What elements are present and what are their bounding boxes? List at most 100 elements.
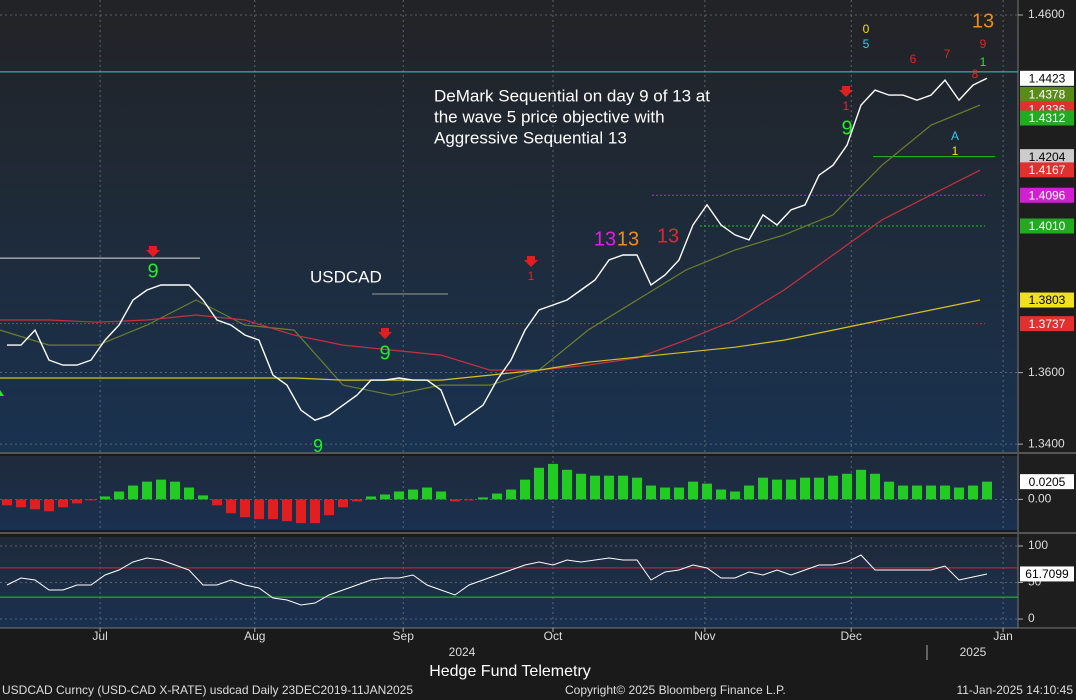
year-label: 2025 bbox=[960, 645, 987, 659]
histogram-bar bbox=[855, 469, 866, 500]
td-count: 13 bbox=[657, 225, 679, 247]
series-line bbox=[0, 104, 981, 396]
value-box-label: 1.4010 bbox=[1029, 219, 1066, 233]
histogram-bar bbox=[435, 491, 446, 500]
value-box bbox=[1020, 70, 1074, 86]
histogram-bar bbox=[71, 499, 82, 504]
histogram-bar bbox=[449, 499, 460, 502]
histogram-bar bbox=[225, 499, 236, 514]
histogram-bar bbox=[519, 479, 530, 500]
histogram-bar bbox=[365, 496, 376, 500]
histogram-bar bbox=[197, 495, 208, 500]
histogram-bar bbox=[953, 487, 964, 500]
histogram-bar bbox=[603, 475, 614, 500]
histogram-bar bbox=[211, 499, 222, 506]
histogram-bar bbox=[463, 499, 474, 501]
histogram-bar bbox=[169, 481, 180, 500]
x-tick-label: Nov bbox=[694, 629, 715, 643]
td-count: 9 bbox=[147, 260, 158, 282]
value-box bbox=[1020, 162, 1074, 178]
buy-arrow bbox=[0, 390, 4, 396]
sell-arrow bbox=[378, 328, 392, 339]
year-label: 2024 bbox=[449, 645, 476, 659]
arrows bbox=[0, 86, 853, 396]
histogram-bar bbox=[533, 467, 544, 500]
histogram-bar bbox=[897, 485, 908, 500]
histogram-bar bbox=[687, 481, 698, 500]
value-box bbox=[1020, 316, 1074, 332]
td-count: 13 bbox=[617, 228, 639, 250]
value-box bbox=[1020, 474, 1074, 490]
histogram-bar bbox=[575, 473, 586, 500]
value-box bbox=[1020, 187, 1074, 203]
histogram-bar bbox=[491, 493, 502, 500]
value-box-label: 61.7099 bbox=[1025, 567, 1069, 581]
histogram-bar bbox=[939, 485, 950, 500]
instrument-label: USDCAD bbox=[310, 267, 382, 286]
histogram-bar bbox=[883, 481, 894, 500]
histogram-bar bbox=[351, 499, 362, 502]
x-tick-label: Oct bbox=[544, 629, 563, 643]
x-tick-label: Aug bbox=[244, 629, 265, 643]
series-line bbox=[0, 169, 981, 371]
histogram-bar bbox=[99, 496, 110, 500]
histogram-bar bbox=[785, 479, 796, 500]
histogram-bar bbox=[561, 469, 572, 500]
histogram-bar bbox=[295, 499, 306, 524]
histogram-bar bbox=[925, 485, 936, 500]
x-tick-label: Jul bbox=[92, 629, 107, 643]
histogram-bar bbox=[659, 487, 670, 500]
histogram-bar bbox=[743, 485, 754, 500]
y-tick-label: 100 bbox=[1028, 538, 1048, 552]
histogram-bar bbox=[127, 485, 138, 500]
histogram-bar bbox=[393, 491, 404, 500]
value-box bbox=[1020, 218, 1074, 234]
histogram-bar bbox=[239, 499, 250, 518]
histogram-bar bbox=[729, 491, 740, 500]
histogram-bar bbox=[29, 499, 40, 510]
value-box-label: 1.4378 bbox=[1029, 88, 1066, 102]
annotation: DeMark Sequential on day 9 of 13 at bbox=[434, 86, 710, 105]
histogram-bar bbox=[155, 479, 166, 500]
td-count: 1 bbox=[952, 144, 959, 158]
td-count: 8 bbox=[972, 67, 979, 81]
annotation: the wave 5 price objective with bbox=[434, 107, 665, 126]
histogram-bar bbox=[407, 489, 418, 500]
value-box-label: 1.4312 bbox=[1029, 111, 1066, 125]
value-box-label: 1.4423 bbox=[1029, 71, 1066, 85]
histogram-bar bbox=[141, 481, 152, 500]
value-box-label: 1.4096 bbox=[1029, 188, 1066, 202]
histogram-bar bbox=[57, 499, 68, 508]
histogram-bar bbox=[673, 487, 684, 500]
td-count: 1 bbox=[843, 99, 850, 113]
y-tick-label: 0.00 bbox=[1028, 492, 1052, 506]
histogram-bar bbox=[771, 479, 782, 500]
histogram-bar bbox=[337, 499, 348, 508]
value-box-label: 1.4167 bbox=[1029, 163, 1066, 177]
histogram-bar bbox=[813, 477, 824, 500]
histogram-bar bbox=[379, 494, 390, 500]
td-count: 9 bbox=[379, 342, 390, 364]
y-tick-label: 0 bbox=[1028, 611, 1035, 625]
histogram-bar bbox=[253, 499, 264, 520]
series-line bbox=[7, 77, 988, 427]
histogram-bar bbox=[799, 477, 810, 500]
histogram-bar bbox=[617, 475, 628, 500]
histogram-bar bbox=[645, 485, 656, 500]
series-line bbox=[0, 299, 981, 381]
sell-arrow bbox=[839, 86, 853, 97]
histogram-bar bbox=[323, 499, 334, 516]
histogram-bar bbox=[715, 489, 726, 500]
histogram-bar bbox=[43, 499, 54, 512]
histogram-bar bbox=[631, 477, 642, 500]
td-count: 13 bbox=[972, 10, 994, 32]
histogram-bar bbox=[547, 463, 558, 500]
value-box bbox=[1020, 149, 1074, 165]
histogram-bar bbox=[701, 483, 712, 500]
rsi-panel bbox=[0, 537, 1018, 628]
td-count: 13 bbox=[594, 228, 616, 250]
histogram-bar bbox=[15, 499, 26, 508]
histogram-bar bbox=[421, 487, 432, 500]
value-box bbox=[1020, 110, 1074, 126]
